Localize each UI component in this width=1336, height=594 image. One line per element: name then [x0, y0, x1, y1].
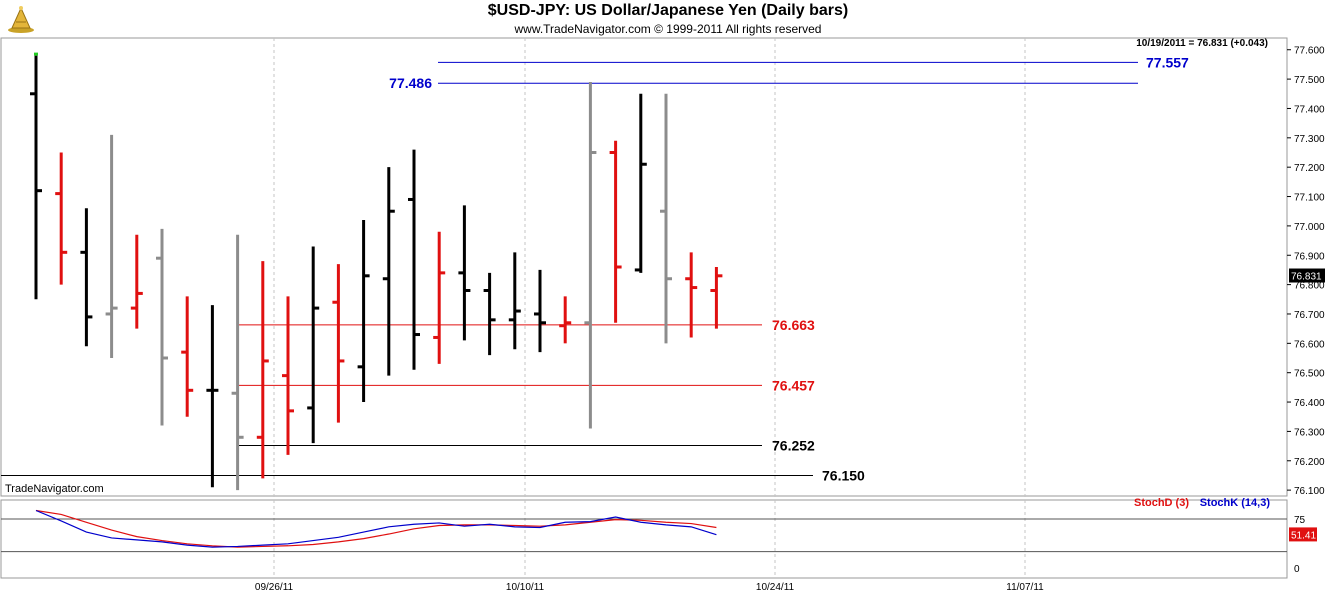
level-label: 77.557: [1146, 54, 1189, 70]
y-tick-label: 76.200: [1294, 457, 1325, 468]
watermark-text: TradeNavigator.com: [5, 483, 104, 495]
chart-subtitle: www.TradeNavigator.com © 1999-2011 All r…: [514, 22, 822, 36]
y-tick-label: 77.100: [1294, 193, 1325, 204]
ohlc-bar: [685, 252, 698, 338]
support-resistance-levels: 77.557 77.486 76.663 76.457 76.252 76.150: [1, 54, 1189, 483]
y-tick-label: 77.600: [1294, 46, 1325, 57]
ohlc-bar: [508, 252, 521, 350]
stoch-legend-k: StochK (14,3): [1200, 497, 1271, 509]
level-label: 76.150: [822, 467, 865, 483]
y-tick-label: 76.700: [1294, 310, 1325, 321]
y-tick-label: 77.300: [1294, 134, 1325, 145]
y-tick-label: 77.000: [1294, 222, 1325, 233]
ohlc-bar: [55, 152, 68, 285]
y-tick-label: 77.200: [1294, 163, 1325, 174]
y-tick-label: 76.900: [1294, 251, 1325, 262]
x-tick-label: 09/26/11: [255, 582, 294, 593]
last-price-readout: 10/19/2011 = 76.831 (+0.043): [1136, 38, 1268, 49]
ohlc-bar: [534, 269, 546, 353]
ohlc-bar: [660, 93, 672, 344]
price-panel-border: [0, 37, 1288, 497]
x-tick-label: 11/07/11: [1006, 582, 1044, 593]
ohlc-bar: [80, 208, 93, 347]
y-tick-label: 77.400: [1294, 104, 1325, 115]
chart-grid: [273, 38, 1026, 578]
y-tick-label: 76.800: [1294, 281, 1325, 292]
level-label: 76.457: [772, 377, 815, 393]
last-price-marker: [1289, 268, 1325, 283]
stoch-last-label: 51.41: [1291, 530, 1316, 541]
price-bars[interactable]: [30, 52, 723, 491]
ohlc-bar: [559, 296, 572, 344]
y-tick-label: 76.500: [1294, 369, 1325, 380]
level-label: 76.663: [772, 317, 815, 333]
ohlc-bar: [30, 55, 42, 300]
x-tick-label: 10/24/11: [756, 582, 795, 593]
ohlc-bar: [382, 167, 395, 376]
ohlc-bar: [609, 140, 622, 323]
new-high-marker: [34, 52, 38, 56]
stoch-last-marker: [1289, 527, 1317, 542]
y-tick-label: 77.500: [1294, 75, 1325, 86]
ohlc-bar: [408, 149, 420, 370]
ohlc-bar: [584, 82, 597, 429]
chart-frame: [0, 37, 1288, 579]
ohlc-bar: [357, 220, 370, 403]
ohlc-bar: [307, 246, 320, 444]
chart-title: $USD-JPY: US Dollar/Japanese Yen (Daily …: [487, 2, 849, 19]
ohlc-bar: [710, 267, 723, 329]
last-price-label: 76.831: [1291, 272, 1322, 283]
ohlc-bar: [181, 296, 194, 417]
ohlc-bar: [156, 228, 168, 426]
ohlc-bar: [256, 261, 269, 479]
ohlc-bar: [282, 296, 294, 455]
x-tick-label: 10/10/11: [506, 582, 545, 593]
ohlc-bar: [433, 231, 446, 364]
ohlc-bar: [483, 272, 496, 356]
stochastic-panel-border: [0, 499, 1288, 579]
stoch-series-line: [35, 509, 717, 548]
stoch-y-tick-label: 75: [1294, 515, 1306, 526]
level-label: 76.252: [772, 438, 815, 454]
chart-axes: 77.600 77.500 77.400 77.300 77.200 77.100 77.0…: [255, 46, 1325, 593]
stoch-legend-d: StochD (3): [1134, 497, 1189, 509]
ohlc-bar: [332, 264, 345, 423]
tradenavigator-logo-icon: [8, 6, 34, 33]
y-tick-label: 76.100: [1294, 486, 1325, 497]
stoch-y-tick-label: 0: [1294, 564, 1300, 575]
ohlc-bar: [458, 205, 471, 341]
y-tick-label: 76.300: [1294, 427, 1325, 438]
y-tick-label: 76.600: [1294, 339, 1325, 350]
ohlc-bar: [206, 305, 219, 488]
stoch-series-line: [35, 509, 717, 548]
level-label: 77.486: [389, 75, 432, 91]
ohlc-bar: [130, 234, 143, 329]
y-tick-label: 76.400: [1294, 398, 1325, 409]
ohlc-bar: [231, 234, 244, 491]
ohlc-bar: [105, 134, 118, 359]
stochastic-panel: StochD (3) StochK (14,3) 51.41: [1, 497, 1317, 553]
ohlc-bar: [634, 93, 647, 273]
